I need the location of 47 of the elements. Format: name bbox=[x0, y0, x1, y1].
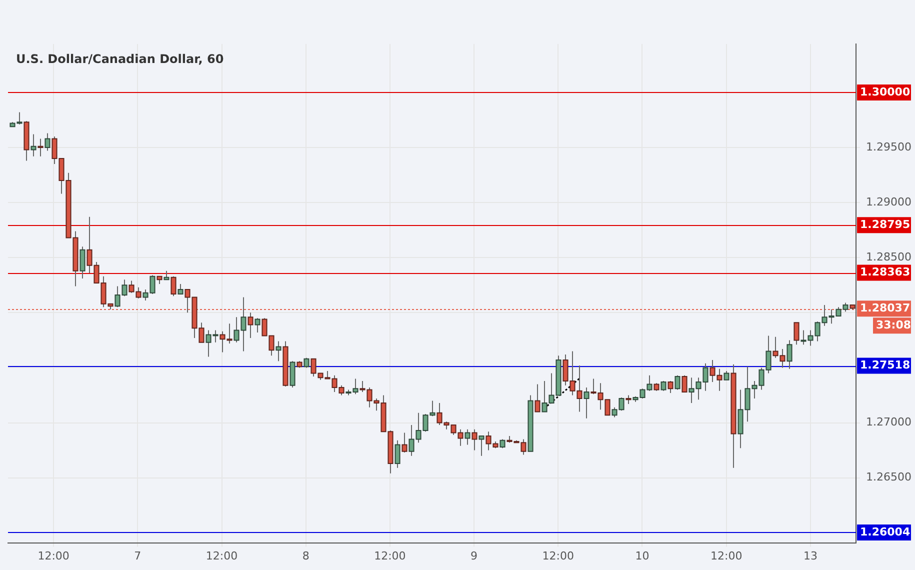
candlestick bbox=[534, 384, 540, 412]
y-tick-label: 1.28500 bbox=[866, 250, 912, 264]
ref-line-label: 1.28037 bbox=[860, 301, 910, 314]
x-tick-label: 12:00 bbox=[374, 549, 406, 562]
y-tick-label: 1.29000 bbox=[866, 195, 912, 208]
x-tick-label: 12:00 bbox=[206, 549, 238, 562]
text: U.S. Dollar/Canadian Dollar, 60 bbox=[16, 52, 224, 66]
candlestick bbox=[584, 387, 590, 419]
ref-line-label: 1.28795 bbox=[860, 218, 910, 231]
candlestick bbox=[464, 428, 470, 446]
candlestick bbox=[80, 246, 86, 280]
candlestick bbox=[290, 360, 296, 388]
candlestick bbox=[30, 134, 36, 157]
candlestick bbox=[402, 432, 408, 454]
candlestick bbox=[682, 374, 688, 392]
candlestick bbox=[478, 435, 484, 456]
y-tick-label: 1.26500 bbox=[866, 470, 912, 484]
x-tick-label: 13 bbox=[803, 549, 818, 562]
candlestick bbox=[170, 276, 176, 297]
x-tick-label: 9 bbox=[470, 549, 478, 562]
candlestick bbox=[786, 340, 792, 370]
candlestick bbox=[304, 357, 310, 368]
candlestick bbox=[38, 138, 44, 157]
x-tick-label: 12:00 bbox=[38, 549, 70, 562]
y-tick-label: 1.27000 bbox=[866, 416, 912, 429]
candlestick bbox=[794, 322, 800, 346]
candlestick bbox=[472, 428, 478, 451]
x-tick-label: 7 bbox=[134, 549, 142, 562]
text: 33:08 bbox=[876, 318, 912, 332]
candlestick bbox=[668, 380, 674, 394]
candlestick bbox=[674, 374, 680, 390]
candlestick bbox=[276, 340, 282, 362]
ref-line-label: 1.26004 bbox=[860, 525, 910, 538]
x-tick-label: 12:00 bbox=[710, 549, 742, 562]
ref-line-label: 1.30000 bbox=[860, 85, 910, 98]
x-tick-label: 8 bbox=[302, 549, 310, 562]
ref-line-label: 1.28363 bbox=[860, 266, 910, 279]
ref-line-label: 1.27518 bbox=[860, 358, 910, 372]
candlestick bbox=[394, 440, 400, 468]
candlestick bbox=[254, 318, 260, 333]
y-tick-label: 1.29500 bbox=[866, 140, 912, 154]
candlestick bbox=[660, 380, 666, 392]
x-tick-label: 12:00 bbox=[542, 549, 574, 562]
candlestick bbox=[248, 312, 254, 338]
x-tick-label: 10 bbox=[635, 549, 650, 562]
candlestick bbox=[44, 132, 50, 152]
candlestick bbox=[178, 284, 184, 294]
